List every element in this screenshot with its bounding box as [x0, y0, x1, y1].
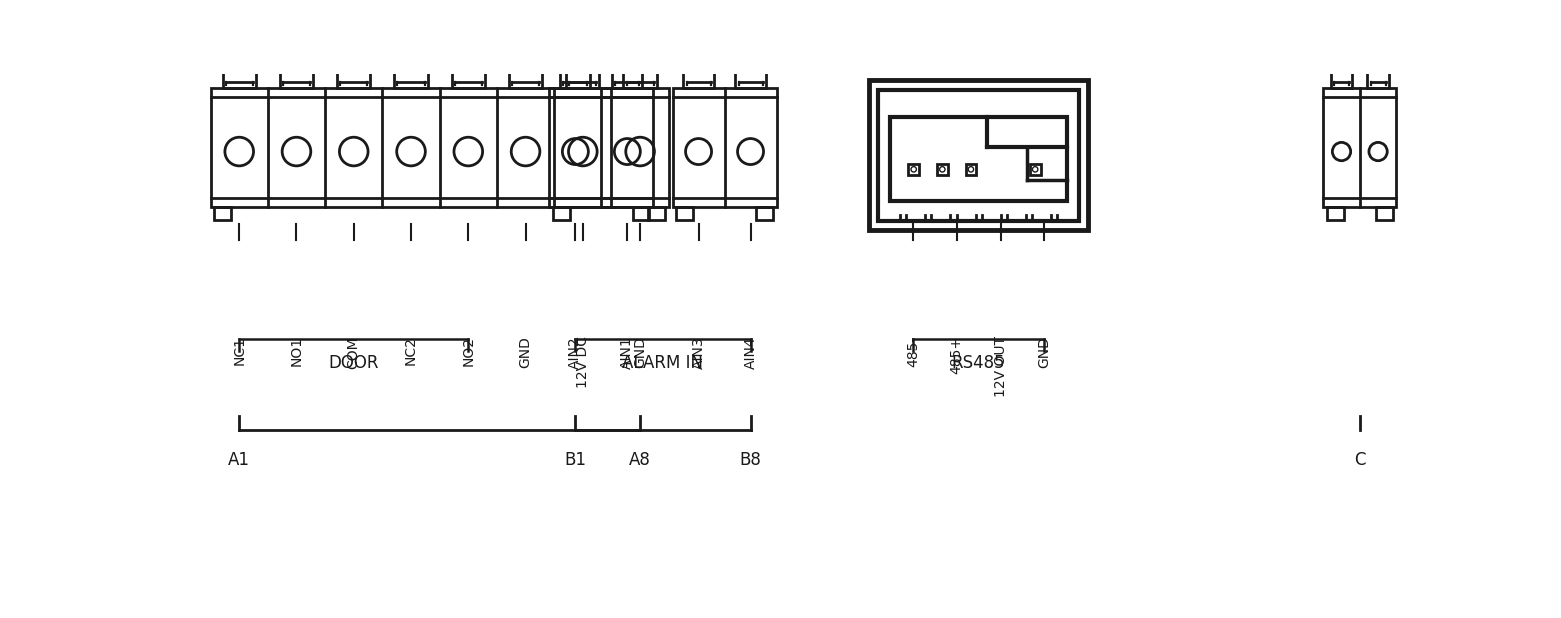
Bar — [673, 88, 776, 208]
Text: NO2: NO2 — [462, 336, 475, 366]
Bar — [1327, 208, 1344, 219]
Text: 485+: 485+ — [949, 336, 963, 374]
Bar — [909, 164, 919, 175]
Bar — [1030, 164, 1041, 175]
Bar — [684, 69, 713, 88]
Bar — [223, 69, 256, 88]
Bar — [890, 117, 1066, 201]
Text: NC1: NC1 — [233, 336, 247, 365]
Text: A1: A1 — [228, 452, 250, 470]
Bar — [937, 164, 948, 175]
Bar — [553, 208, 570, 219]
Bar — [279, 69, 314, 88]
Bar — [676, 208, 693, 219]
Bar — [735, 69, 765, 88]
Text: COM: COM — [347, 336, 361, 368]
Text: GND: GND — [518, 336, 532, 368]
Text: 485-: 485- — [905, 336, 919, 367]
Text: AIN2: AIN2 — [568, 336, 582, 368]
Text: AIN4: AIN4 — [743, 336, 757, 368]
Bar — [756, 208, 773, 219]
Text: GND: GND — [634, 336, 648, 368]
Bar — [337, 69, 370, 88]
Bar — [1332, 69, 1352, 88]
Bar — [395, 69, 428, 88]
Bar — [648, 208, 665, 219]
Text: B8: B8 — [740, 452, 762, 470]
Bar — [549, 88, 654, 208]
Bar — [211, 88, 668, 208]
Text: GND: GND — [1038, 336, 1052, 368]
Bar — [451, 69, 485, 88]
Bar — [623, 69, 657, 88]
Text: B1: B1 — [565, 452, 587, 470]
Text: NC2: NC2 — [404, 336, 418, 365]
Text: 12V DC: 12V DC — [576, 336, 590, 388]
Text: DOOR: DOOR — [328, 355, 379, 373]
Text: A8: A8 — [629, 452, 651, 470]
Bar — [869, 80, 1088, 231]
Text: RS485: RS485 — [952, 355, 1005, 373]
Bar — [1324, 88, 1397, 208]
Bar — [509, 69, 542, 88]
Text: AIN1: AIN1 — [620, 336, 634, 369]
Bar — [612, 69, 643, 88]
Text: NO1: NO1 — [289, 336, 303, 366]
Bar — [1375, 208, 1392, 219]
Bar — [632, 208, 649, 219]
Text: 12V OUT: 12V OUT — [994, 336, 1007, 397]
Text: AIN3: AIN3 — [692, 336, 706, 368]
Bar — [567, 69, 599, 88]
Bar — [879, 90, 1079, 221]
Text: C: C — [1353, 452, 1366, 470]
Bar — [214, 208, 231, 219]
Bar — [1367, 69, 1389, 88]
Bar — [560, 69, 590, 88]
Text: ALARM IN: ALARM IN — [623, 355, 704, 373]
Bar — [966, 164, 976, 175]
